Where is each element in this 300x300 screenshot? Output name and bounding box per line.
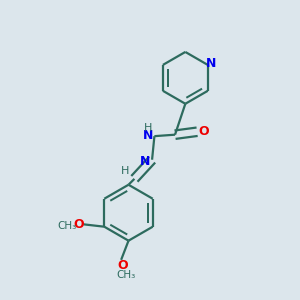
Text: CH₃: CH₃ — [117, 270, 136, 280]
Text: N: N — [140, 155, 150, 168]
Text: H: H — [144, 123, 152, 133]
Text: CH₃: CH₃ — [58, 221, 77, 231]
Text: N: N — [206, 57, 217, 70]
Text: O: O — [198, 125, 209, 138]
Text: O: O — [117, 259, 128, 272]
Text: O: O — [73, 218, 84, 231]
Text: N: N — [143, 129, 153, 142]
Text: H: H — [122, 167, 130, 176]
